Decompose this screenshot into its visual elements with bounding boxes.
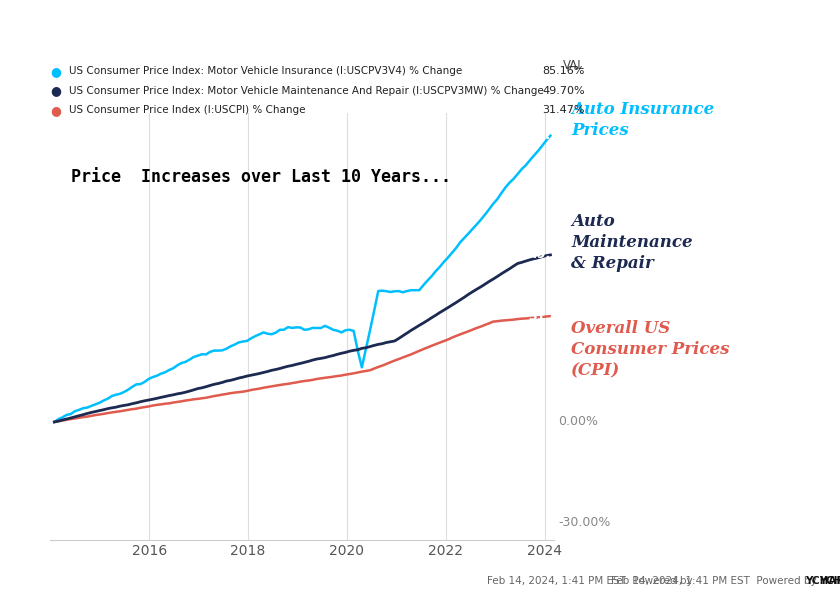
Text: 85.16%: 85.16% <box>543 66 585 76</box>
Text: 85.16%: 85.16% <box>528 129 580 142</box>
Text: US Consumer Price Index (I:USCPI) % Change: US Consumer Price Index (I:USCPI) % Chan… <box>69 106 306 115</box>
Text: 49.70%: 49.70% <box>528 248 580 262</box>
Text: Price  Increases over Last 10 Years...: Price Increases over Last 10 Years... <box>71 168 450 186</box>
Text: 31.47%: 31.47% <box>528 310 580 323</box>
Text: Auto Insurance
Prices: Auto Insurance Prices <box>571 101 715 139</box>
Text: VAL: VAL <box>563 59 585 72</box>
Text: US Consumer Price Index: Motor Vehicle Insurance (I:USCPV3V4) % Change: US Consumer Price Index: Motor Vehicle I… <box>69 66 462 76</box>
Text: YCHARTS: YCHARTS <box>819 576 840 586</box>
Text: 49.70%: 49.70% <box>542 86 585 95</box>
Text: Feb 14, 2024, 1:41 PM EST  Powered by: Feb 14, 2024, 1:41 PM EST Powered by <box>487 576 700 586</box>
Text: ●: ● <box>50 84 61 97</box>
Text: -30.00%: -30.00% <box>559 517 611 530</box>
Text: Auto
Maintenance
& Repair: Auto Maintenance & Repair <box>571 213 693 272</box>
Text: ●: ● <box>50 65 61 78</box>
Text: 31.47%: 31.47% <box>542 106 585 115</box>
Text: 0.00%: 0.00% <box>559 416 599 429</box>
Text: Overall US
Consumer Prices
(CPI): Overall US Consumer Prices (CPI) <box>571 320 730 379</box>
Text: ●: ● <box>50 104 61 117</box>
Text: Feb 14, 2024, 1:41 PM EST  Powered by: Feb 14, 2024, 1:41 PM EST Powered by <box>611 576 823 586</box>
Text: US Consumer Price Index: Motor Vehicle Maintenance And Repair (I:USCPV3MW) % Cha: US Consumer Price Index: Motor Vehicle M… <box>69 86 543 95</box>
Text: YCHARTS: YCHARTS <box>805 576 840 586</box>
